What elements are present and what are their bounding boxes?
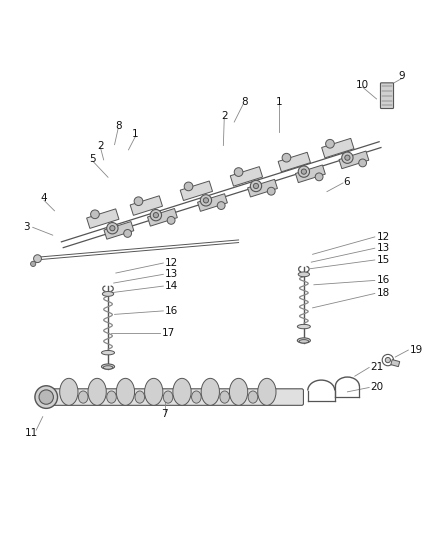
Circle shape xyxy=(217,201,225,209)
Ellipse shape xyxy=(173,378,191,405)
Ellipse shape xyxy=(191,391,201,403)
Ellipse shape xyxy=(135,391,145,403)
Text: 4: 4 xyxy=(41,193,47,203)
Circle shape xyxy=(282,154,291,162)
Ellipse shape xyxy=(230,378,248,405)
Polygon shape xyxy=(296,165,325,183)
Text: 2: 2 xyxy=(97,141,104,150)
Ellipse shape xyxy=(297,325,311,329)
Circle shape xyxy=(342,152,353,163)
Ellipse shape xyxy=(258,378,276,405)
Polygon shape xyxy=(339,151,369,168)
Circle shape xyxy=(34,255,42,263)
Ellipse shape xyxy=(78,391,88,403)
Circle shape xyxy=(31,261,36,266)
Text: 15: 15 xyxy=(377,255,390,265)
Text: 17: 17 xyxy=(162,328,175,337)
Ellipse shape xyxy=(102,364,115,369)
Circle shape xyxy=(203,198,208,203)
Ellipse shape xyxy=(60,378,78,405)
Circle shape xyxy=(234,168,243,176)
Ellipse shape xyxy=(35,386,57,408)
Ellipse shape xyxy=(102,351,115,355)
Polygon shape xyxy=(230,167,263,186)
Text: 2: 2 xyxy=(221,111,227,122)
Circle shape xyxy=(267,187,275,195)
Circle shape xyxy=(325,140,334,148)
Text: 12: 12 xyxy=(377,232,390,242)
Text: 18: 18 xyxy=(377,288,390,298)
Text: 16: 16 xyxy=(377,276,390,286)
Ellipse shape xyxy=(248,391,258,403)
Polygon shape xyxy=(321,139,354,158)
Circle shape xyxy=(110,225,115,231)
Ellipse shape xyxy=(103,366,113,369)
Text: 10: 10 xyxy=(356,79,369,90)
Circle shape xyxy=(150,209,162,221)
Text: 20: 20 xyxy=(371,383,384,392)
Circle shape xyxy=(134,197,143,206)
Ellipse shape xyxy=(88,378,106,405)
Text: 8: 8 xyxy=(116,122,122,131)
Circle shape xyxy=(345,155,350,160)
Text: 16: 16 xyxy=(165,306,178,316)
Ellipse shape xyxy=(298,272,310,277)
Ellipse shape xyxy=(201,378,219,405)
Ellipse shape xyxy=(39,390,53,404)
Ellipse shape xyxy=(220,391,230,403)
Polygon shape xyxy=(104,222,134,239)
Text: 14: 14 xyxy=(165,281,178,291)
Polygon shape xyxy=(148,208,177,226)
Text: 1: 1 xyxy=(276,97,283,107)
Circle shape xyxy=(167,216,175,224)
Text: 13: 13 xyxy=(377,243,390,253)
Circle shape xyxy=(124,230,131,237)
Text: 8: 8 xyxy=(241,97,247,107)
Circle shape xyxy=(315,173,323,181)
Text: 6: 6 xyxy=(343,176,350,187)
Text: 11: 11 xyxy=(25,428,38,438)
Polygon shape xyxy=(278,152,311,172)
Ellipse shape xyxy=(163,391,173,403)
Polygon shape xyxy=(247,179,277,197)
Ellipse shape xyxy=(297,338,311,343)
Circle shape xyxy=(184,182,193,191)
Ellipse shape xyxy=(299,340,309,343)
Circle shape xyxy=(253,183,258,189)
Polygon shape xyxy=(87,209,119,229)
Text: 19: 19 xyxy=(410,345,423,355)
Polygon shape xyxy=(130,196,162,215)
Ellipse shape xyxy=(145,378,163,405)
Text: 12: 12 xyxy=(165,258,178,268)
Circle shape xyxy=(251,180,261,192)
Circle shape xyxy=(301,169,307,174)
Circle shape xyxy=(107,223,118,234)
Text: 5: 5 xyxy=(89,154,96,164)
Text: 7: 7 xyxy=(161,409,168,418)
Circle shape xyxy=(359,159,367,167)
Polygon shape xyxy=(391,360,400,367)
Circle shape xyxy=(385,358,391,362)
Polygon shape xyxy=(180,181,212,200)
Ellipse shape xyxy=(107,391,116,403)
FancyBboxPatch shape xyxy=(49,389,304,405)
Circle shape xyxy=(200,195,212,206)
Polygon shape xyxy=(198,193,227,212)
Text: 13: 13 xyxy=(165,269,178,279)
Circle shape xyxy=(153,213,159,218)
FancyBboxPatch shape xyxy=(381,83,393,109)
Text: 3: 3 xyxy=(23,222,30,232)
Ellipse shape xyxy=(116,378,134,405)
Ellipse shape xyxy=(102,292,114,296)
Text: 1: 1 xyxy=(132,129,139,139)
Text: 9: 9 xyxy=(399,71,405,81)
Text: 21: 21 xyxy=(371,362,384,373)
Circle shape xyxy=(91,210,99,219)
Circle shape xyxy=(298,166,310,177)
